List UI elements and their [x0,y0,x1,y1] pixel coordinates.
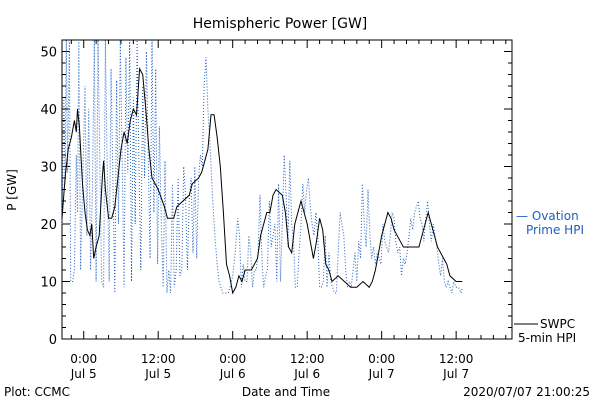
x-tick-date-label: Jul 6 [293,367,320,381]
chart-title: Hemispheric Power [GW] [193,16,368,32]
x-axis-label: Date and Time [242,385,330,399]
legend-ovation-line1: — Ovation [516,209,579,223]
x-tick-time-label: 12:00 [141,352,176,366]
plot-frame [61,39,513,340]
x-tick-time-label: 12:00 [439,352,474,366]
y-axis-ticks: 0 10 20 30 40 50 [40,46,512,348]
y-tick-label: 0 [49,333,57,348]
x-tick-time-label: 0:00 [368,352,395,366]
x-tick-date-label: Jul 6 [219,367,246,381]
y-axis-label: P [GW] [5,169,19,211]
legend-swpc-line2: 5-min HPI [518,331,576,345]
y-tick-label: 20 [40,218,57,233]
x-tick-time-label: 12:00 [290,352,325,366]
x-tick-date-label: Jul 7 [368,367,395,381]
series-swpc-line [61,67,463,295]
y-tick-label: 40 [40,103,57,118]
x-tick-date-label: Jul 5 [70,367,97,381]
series-ovation-line [61,39,463,295]
x-tick-time-label: 0:00 [219,352,246,366]
y-tick-label: 30 [40,161,57,176]
y-tick-label: 10 [40,276,57,291]
legend-ovation-line2: Prime HPI [526,223,584,237]
footer-credit: Plot: CCMC [4,385,70,399]
footer-timestamp: 2020/07/07 21:00:25 [463,385,590,399]
series-layer [61,39,463,295]
y-tick-label: 50 [40,46,57,61]
legend-swpc-line1: SWPC [540,317,575,331]
x-tick-date-label: Jul 5 [144,367,171,381]
x-tick-date-label: Jul 7 [442,367,469,381]
x-tick-time-label: 0:00 [70,352,97,366]
